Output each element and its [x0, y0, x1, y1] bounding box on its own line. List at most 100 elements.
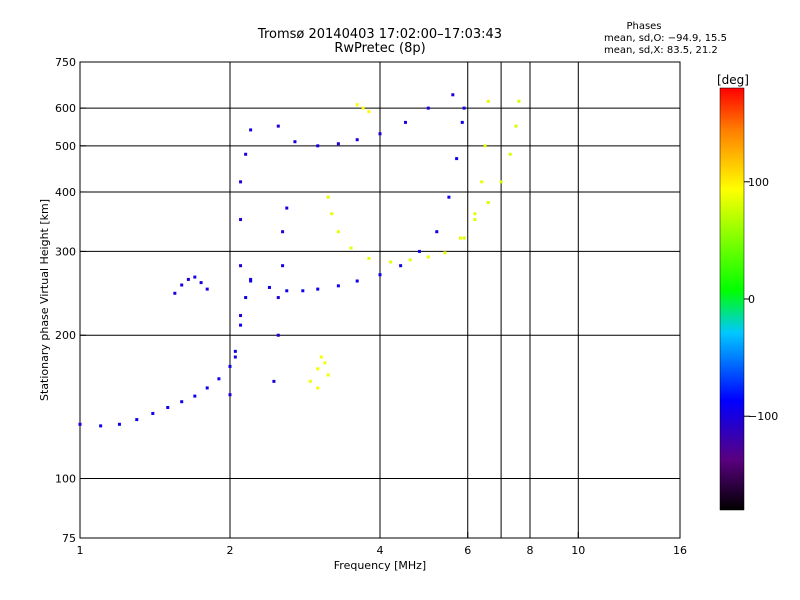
data-point — [336, 142, 340, 146]
data-point — [408, 258, 412, 262]
data-point — [326, 373, 330, 377]
data-point — [508, 152, 512, 156]
x-tick-label: 1 — [77, 544, 84, 557]
data-point — [378, 132, 382, 136]
data-point — [323, 361, 327, 365]
data-point — [228, 364, 232, 368]
data-point — [239, 323, 243, 327]
x-axis-label: Frequency [MHz] — [334, 559, 426, 572]
data-point — [514, 124, 518, 128]
data-point — [166, 406, 170, 410]
x-tick-label: 8 — [527, 544, 534, 557]
data-point — [367, 110, 371, 114]
data-point — [99, 424, 103, 428]
data-point — [293, 140, 297, 144]
data-point — [78, 422, 82, 426]
data-point — [417, 249, 421, 253]
data-point — [483, 144, 487, 148]
data-point — [186, 277, 190, 281]
data-point — [458, 236, 462, 240]
data-point — [460, 120, 464, 124]
data-point — [281, 230, 285, 234]
data-point — [239, 264, 243, 268]
data-point — [193, 275, 197, 279]
data-point — [135, 418, 139, 422]
data-point — [462, 236, 466, 240]
data-point — [319, 355, 323, 359]
data-point — [180, 283, 184, 287]
stats-heading: Phases — [626, 21, 662, 32]
data-point — [499, 180, 503, 184]
scatter-points — [78, 93, 521, 428]
data-point — [326, 195, 330, 199]
stats-o-mode: mean, sd,O: −94.9, 15.5 — [604, 33, 727, 44]
data-point — [330, 212, 334, 216]
data-point — [301, 289, 305, 293]
data-point — [117, 422, 121, 426]
y-axis-ticks: 75 100 200 300 400 500 600 750 — [55, 56, 86, 545]
x-tick-label: 4 — [377, 544, 384, 557]
y-axis-label: Stationary phase Virtual Height [km] — [38, 199, 51, 401]
data-point — [403, 120, 407, 124]
data-point — [355, 279, 359, 283]
x-tick-label: 6 — [464, 544, 471, 557]
data-point — [473, 218, 477, 222]
data-point — [349, 246, 353, 250]
data-point — [517, 99, 521, 103]
y-tick-label: 100 — [55, 473, 76, 486]
stats-x-mode: mean, sd,X: 83.5, 21.2 — [604, 45, 718, 56]
data-point — [205, 386, 209, 390]
data-point — [285, 289, 289, 293]
data-point — [443, 251, 447, 255]
y-tick-label: 75 — [62, 532, 76, 545]
y-tick-label: 400 — [55, 186, 76, 199]
data-point — [447, 195, 451, 199]
data-point — [336, 284, 340, 288]
data-point — [486, 201, 490, 205]
data-point — [473, 212, 477, 216]
y-tick-label: 600 — [55, 102, 76, 115]
grid-lines — [80, 62, 680, 538]
data-point — [435, 230, 439, 234]
data-point — [455, 157, 459, 161]
x-tick-label: 2 — [227, 544, 234, 557]
data-point — [272, 379, 276, 383]
data-point — [378, 273, 382, 277]
data-point — [462, 106, 466, 110]
data-point — [249, 128, 253, 132]
data-point — [233, 355, 237, 359]
data-point — [426, 106, 430, 110]
data-point — [480, 180, 484, 184]
x-tick-label: 10 — [571, 544, 585, 557]
colorbar-tick-label: 0 — [748, 293, 755, 306]
data-point — [399, 264, 403, 268]
data-point — [276, 124, 280, 128]
data-point — [249, 279, 253, 283]
colorbar — [719, 87, 745, 511]
data-point — [276, 296, 280, 300]
data-point — [244, 296, 248, 300]
data-point — [355, 103, 359, 107]
x-tick-label: 16 — [673, 544, 687, 557]
data-point — [281, 264, 285, 268]
data-point — [451, 93, 455, 97]
data-point — [193, 394, 197, 398]
data-point — [486, 99, 490, 103]
data-point — [173, 291, 177, 295]
data-point — [244, 152, 248, 156]
chart-title-line2: RwPretec (8p) — [334, 41, 426, 56]
data-point — [276, 333, 280, 337]
data-point — [239, 218, 243, 222]
data-point — [151, 411, 155, 415]
data-point — [426, 255, 430, 259]
data-point — [205, 287, 209, 291]
data-point — [308, 379, 312, 383]
data-point — [361, 106, 365, 110]
colorbar-tick-label: 100 — [748, 176, 769, 189]
data-point — [316, 144, 320, 148]
y-tick-label: 750 — [55, 56, 76, 69]
data-point — [239, 314, 243, 318]
data-point — [180, 400, 184, 404]
colorbar-tick-label: −100 — [748, 410, 778, 423]
